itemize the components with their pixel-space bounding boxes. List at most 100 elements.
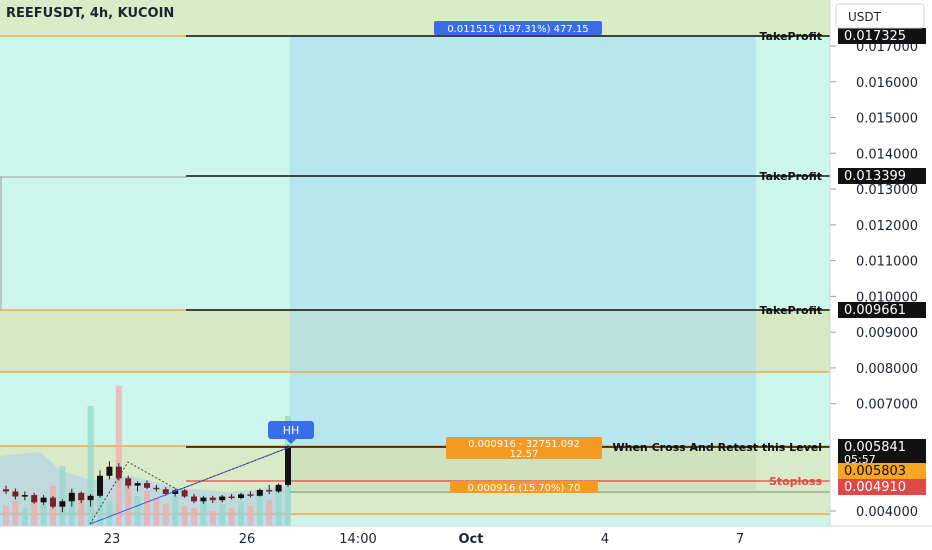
price-badge-layer: 0.0173250.0133990.0096610.00584105:570.0… [838,28,926,495]
candle-body [97,475,103,496]
volume-bar [144,491,150,526]
volume-bar [162,504,169,526]
volume-bar [97,496,103,526]
candle-body [68,492,75,502]
candle-body [59,501,66,507]
candle-body [191,496,197,502]
candle-body [228,496,235,499]
volume-bar [181,506,188,526]
x-tick-label: 7 [736,532,744,547]
hh-label: HH [283,424,300,437]
y-tick-label: 0.011000 [856,255,918,270]
measure-label-box [434,21,602,35]
long-position-box[interactable] [290,36,756,446]
y-tick-label: 0.016000 [856,76,918,91]
price-badge-label: 0.004910 [844,480,906,495]
stop-box [450,481,598,493]
y-tick-label: 0.007000 [856,398,918,413]
volume-bar [78,498,85,526]
volume-bar [266,500,273,526]
x-tick-label: 23 [104,532,121,547]
candle-body [209,497,216,501]
volume-bar [200,501,207,526]
volume-bar [125,481,132,526]
x-tick-label: 4 [601,532,609,547]
level-label: Stoploss [769,475,822,488]
level-label: TakeProfit [760,30,822,43]
volume-bar [134,496,141,526]
candle-layer [3,444,291,525]
x-tick-label: 14:00 [339,532,376,547]
hh-marker [268,421,314,439]
price-badge [838,28,926,44]
bg-upper-zone [0,0,830,36]
level-label: TakeProfit [760,170,822,183]
candle-body [162,489,169,494]
y-tick-label: 0.009000 [856,326,918,341]
price-badge-label: 0.005803 [844,464,906,479]
candle-body [256,489,263,496]
price-badge [838,168,926,184]
price-badge-label: 0.017325 [844,29,906,44]
candle-body [219,496,226,501]
volume-bar [68,491,75,526]
price-badge [838,439,926,465]
candle-body [144,483,150,488]
y-tick-label: 0.013000 [856,183,918,198]
volume-bar [59,466,66,526]
candle-body [115,466,122,479]
y-tick-label: 0.004000 [856,505,918,520]
volume-bar [87,406,94,526]
hh-marker-tip [286,439,296,444]
annotation-layer: 0.011515 (197.31%) 477.15 0.000916 - 3275… [268,21,602,494]
measure-label: 0.011515 (197.31%) 477.15 [447,24,588,35]
volume-bar [256,496,263,526]
candle-body [31,495,38,503]
volume-bar [153,498,160,526]
price-badge [838,302,926,318]
stop-box-label: 0.000916 (15.70%) 70 [468,483,581,494]
y-axis-bg [830,0,932,526]
candle-body [21,495,28,497]
price-badge-label: 0.005841 [844,440,906,455]
candle-body [153,487,160,490]
price-badge-label: 0.013399 [844,169,906,184]
volume-bar [31,496,38,526]
pattern-line [89,446,291,525]
volume-bar [21,508,28,526]
volume-bar [3,506,9,526]
candle-body [275,484,282,492]
candle-body [50,497,56,507]
candle-body [266,489,273,492]
volume-bar [106,501,113,526]
candle-body [134,483,141,486]
volume-bar [115,386,122,526]
volume-bar [40,504,47,526]
volume-bar [12,501,19,526]
price-badge-countdown: 05:57 [844,453,876,466]
volume-bar [209,511,216,526]
y-axis[interactable]: 0.0170000.0160000.0150000.0140000.013000… [829,0,932,526]
volume-bar [275,486,282,526]
candle-body [172,490,179,494]
x-tick-label: Oct [459,532,484,547]
volume-bar [247,506,254,526]
x-axis[interactable]: 23 26 14:00 Oct 4 7 [0,525,932,550]
candle-body [238,494,244,498]
y-tick-label: 0.012000 [856,219,918,234]
volume-bar [238,502,244,526]
y-tick-label: 0.008000 [856,362,918,377]
volume-bar [172,496,179,526]
y-tick-label: 0.010000 [856,290,918,305]
candle-body [125,478,132,486]
entry-box [446,437,602,459]
currency-button[interactable] [835,3,925,29]
candle-body [285,447,291,485]
bg-bottom-zone [0,516,830,526]
candle-body [78,492,85,501]
entry-box-line1: 0.000916 - 32751.092 [468,439,580,450]
candle-body [3,489,9,492]
volume-bar [191,508,197,526]
level-label: TakeProfit [760,304,822,317]
